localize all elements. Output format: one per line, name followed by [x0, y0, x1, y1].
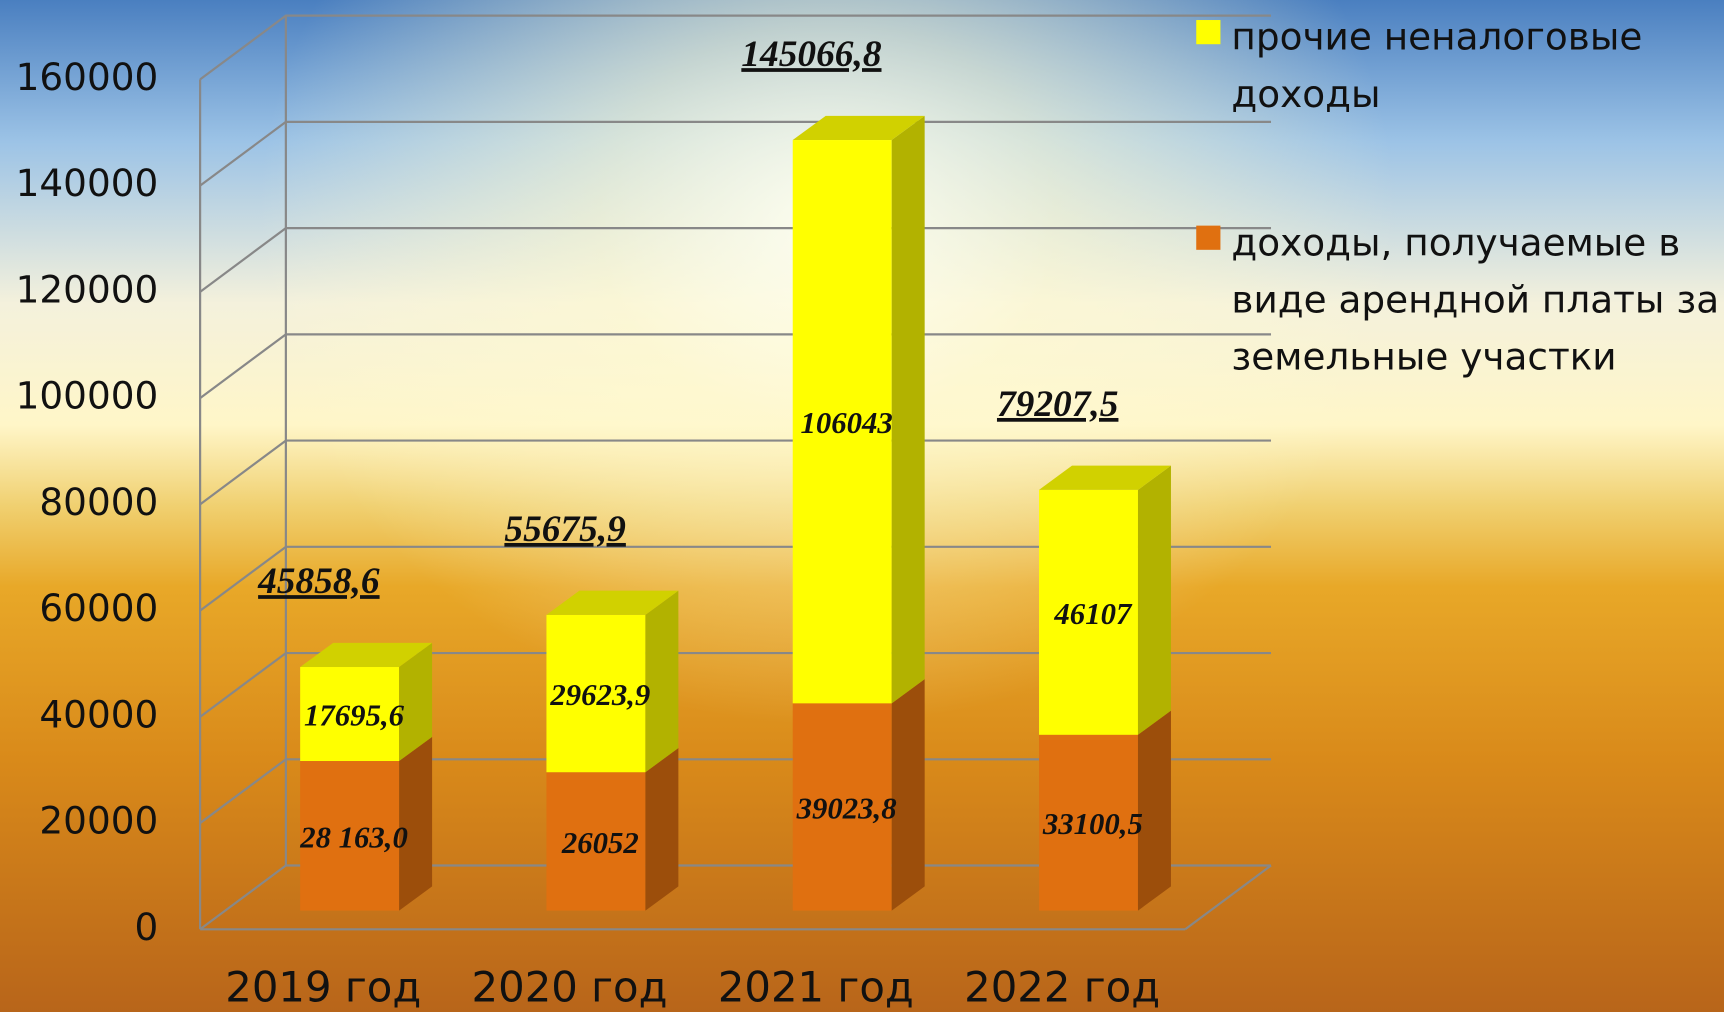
y-tick-label: 40000	[39, 692, 158, 736]
total-label: 45858,6	[257, 561, 380, 602]
legend-swatch	[1196, 225, 1221, 250]
x-tick-label: 2020 год	[472, 962, 668, 1011]
bar-top	[1039, 465, 1171, 490]
bar-side	[399, 736, 433, 911]
bar-top	[546, 590, 679, 615]
grid-line	[199, 227, 1272, 293]
bar-segment	[300, 761, 400, 911]
legend-entry: прочие неналоговые доходы	[1231, 15, 1643, 117]
y-tick-label: 140000	[16, 161, 159, 205]
bar-side	[399, 642, 433, 762]
total-label: 79207,5	[997, 384, 1118, 425]
y-tick-label: 20000	[39, 799, 158, 843]
grid-line	[199, 439, 1272, 506]
bar-side	[891, 115, 925, 704]
y-tick-label: 120000	[16, 267, 159, 311]
legend-entry: доходы, получаемые в виде арендной платы…	[1231, 221, 1720, 380]
y-tick-label: 60000	[39, 586, 158, 630]
x-tick-label: 2022 год	[964, 962, 1160, 1011]
y-tick-label: 0	[135, 905, 159, 949]
bar-side	[645, 590, 679, 773]
legend-label: прочие неналоговые доходы	[1231, 15, 1643, 117]
y-tick-label: 100000	[16, 374, 159, 418]
bar-side	[645, 748, 679, 911]
data-label: 28 163,0	[299, 820, 408, 854]
data-label: 17695,6	[304, 698, 405, 732]
grid-line	[199, 651, 1272, 718]
bar-top	[300, 642, 433, 668]
bar-side	[891, 679, 925, 911]
x-tick-label: 2019 год	[225, 962, 421, 1011]
data-label: 106043	[800, 406, 892, 440]
y-tick-label: 160000	[16, 55, 159, 99]
total-label: 55675,9	[504, 509, 626, 550]
floor-edge	[1184, 864, 1272, 931]
grid-line	[199, 14, 1272, 81]
bar-side	[1137, 465, 1171, 735]
y-tick-label: 80000	[39, 480, 158, 524]
grid-line	[199, 545, 1272, 612]
data-label: 29623,9	[549, 678, 650, 712]
grid-line	[199, 758, 1272, 824]
bar-segment	[792, 703, 892, 911]
bar-top	[792, 115, 925, 141]
data-label: 39023,8	[796, 791, 897, 825]
grid-line	[199, 333, 1272, 399]
bar-segment	[1039, 489, 1138, 735]
legend-swatch	[1196, 20, 1221, 45]
grid-line	[199, 120, 1272, 187]
data-label: 26052	[561, 826, 639, 860]
bar-segment	[546, 614, 646, 773]
bar-segment	[792, 140, 892, 704]
bar-segment	[300, 667, 400, 762]
bar-side	[1137, 710, 1171, 911]
bar-segment	[546, 772, 646, 911]
total-label: 145066,8	[741, 34, 881, 75]
bar-segment	[1039, 734, 1138, 911]
grid-line	[199, 864, 1272, 931]
legend-label: доходы, получаемые в виде арендной платы…	[1231, 221, 1720, 380]
x-tick-label: 2021 год	[718, 962, 914, 1011]
data-label: 33100,5	[1042, 807, 1143, 841]
data-label: 46107	[1053, 597, 1133, 631]
